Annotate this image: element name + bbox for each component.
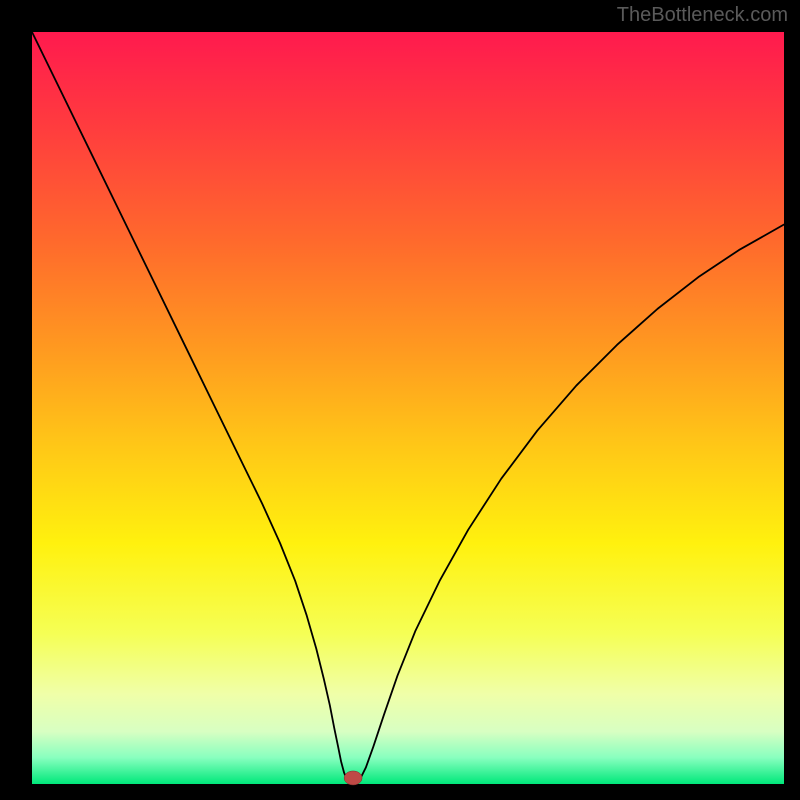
plot-background [32, 32, 784, 784]
current-config-marker [344, 771, 362, 785]
bottleneck-chart: TheBottleneck.com [0, 0, 800, 800]
chart-svg [0, 0, 800, 800]
watermark-text: TheBottleneck.com [617, 4, 788, 27]
